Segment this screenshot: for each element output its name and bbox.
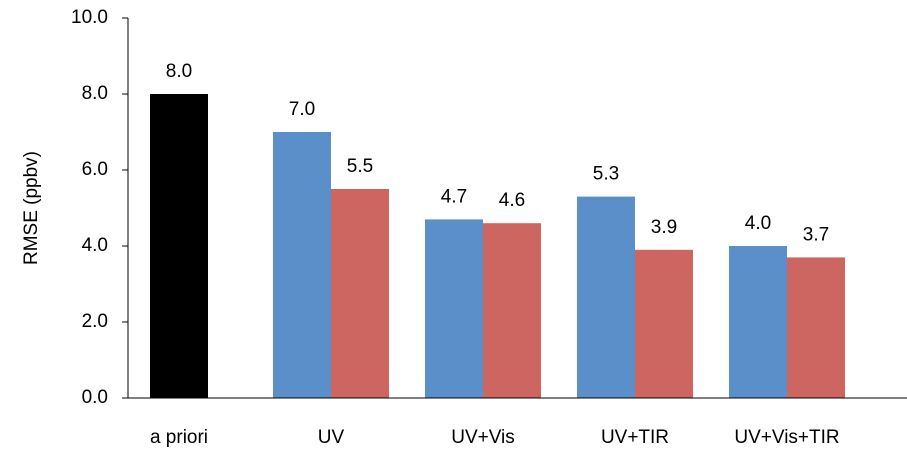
data-label: 3.7: [803, 224, 829, 245]
y-axis-label: RMSE (ppbv): [21, 151, 42, 265]
x-tick-label: a priori: [150, 427, 208, 448]
y-tick-label: 2.0: [82, 311, 108, 332]
data-label: 4.6: [499, 190, 525, 211]
bar: [729, 246, 787, 398]
data-label: 5.5: [347, 156, 373, 177]
x-tick-label: UV+Vis: [451, 427, 515, 448]
y-tick-label: 10.0: [71, 7, 108, 28]
data-label: 3.9: [651, 217, 677, 238]
data-label: 4.0: [745, 213, 771, 234]
x-tick-label: UV+Vis+TIR: [734, 427, 839, 448]
bar: [273, 132, 331, 398]
y-tick-label: 0.0: [82, 387, 108, 408]
bar: [150, 94, 208, 398]
y-tick-label: 8.0: [82, 83, 108, 104]
x-tick-label: UV: [318, 427, 345, 448]
bar: [787, 257, 845, 398]
bar: [483, 223, 541, 398]
data-label: 8.0: [166, 61, 192, 82]
y-tick-label: 4.0: [82, 235, 108, 256]
x-tick-label: UV+TIR: [601, 427, 669, 448]
bar: [635, 249, 693, 398]
data-label: 7.0: [289, 99, 315, 120]
y-tick-label: 6.0: [82, 159, 108, 180]
data-label: 5.3: [593, 164, 619, 185]
bar: [577, 196, 635, 398]
bar: [331, 189, 389, 398]
data-label: 4.7: [441, 186, 467, 207]
bar: [425, 219, 483, 398]
